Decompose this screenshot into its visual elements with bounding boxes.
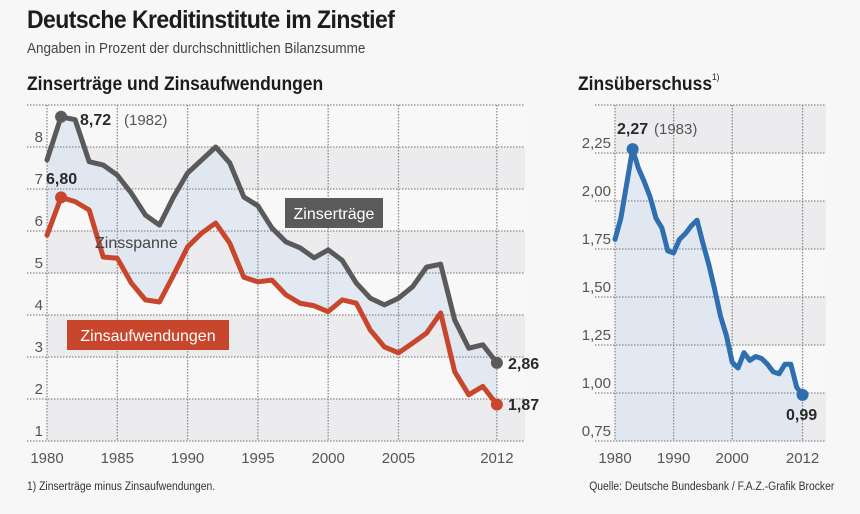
background-band — [47, 147, 525, 189]
x-tick-label: 2000 — [311, 450, 344, 467]
y-tick-label: 2,25 — [582, 135, 611, 152]
y-tick-label: 7 — [35, 171, 43, 188]
y-tick-label: 1,50 — [582, 279, 611, 296]
footnote-marker: 1) — [712, 72, 720, 82]
zinsspanne-label: Zinsspanne — [95, 235, 178, 252]
zinsaufwendungen-label: Zinsaufwendungen — [80, 328, 215, 345]
annotation-max-zinsaufwendungen: 6,80 — [46, 171, 77, 188]
zinsertraege-label-box — [285, 198, 383, 228]
chart-subtitle: Angaben in Prozent der durchschnittliche… — [27, 40, 366, 57]
y-tick-label: 1,75 — [582, 231, 611, 248]
y-tick-label: 2 — [35, 381, 43, 398]
source-credit: Quelle: Deutsche Bundesbank / F.A.Z.-Gra… — [588, 481, 834, 493]
background-band — [47, 399, 525, 441]
annotation-end-zinsueberschuss: 0,99 — [786, 407, 817, 424]
y-tick-label: 0,75 — [582, 423, 611, 440]
zinsspanne-area — [47, 116, 497, 405]
highlight-marker — [490, 356, 503, 369]
y-tick-label: 1,00 — [582, 375, 611, 392]
footnote: 1) Zinserträge minus Zinsaufwendungen. — [27, 481, 216, 493]
highlight-marker — [55, 191, 68, 204]
y-tick-label: 1 — [35, 423, 43, 440]
highlight-marker — [55, 110, 68, 123]
annotation-end-zinsaufwendungen: 1,87 — [508, 397, 539, 414]
x-tick-label: 1980 — [30, 450, 63, 467]
y-tick-label: 8 — [35, 129, 43, 146]
zinsaufwendungen-label-box — [67, 320, 229, 350]
y-tick-label: 4 — [35, 297, 43, 314]
zinsertraege-label: Zinserträge — [294, 206, 375, 223]
left-plot: 1 2 3 4 5 6 7 8 1980 1985 1990 1995 2000 2005 2012 8,72… — [27, 104, 539, 467]
y-tick-label: 1,25 — [582, 327, 611, 344]
area-fill — [615, 149, 803, 441]
highlight-marker — [490, 398, 503, 411]
x-tick-label: 2005 — [382, 450, 415, 467]
x-tick-label: 1990 — [171, 450, 204, 467]
background-band — [47, 105, 525, 147]
highlight-marker — [796, 388, 809, 401]
annotation-max-zinsueberschuss: 2,27 — [617, 121, 648, 138]
x-tick-label: 1990 — [657, 450, 690, 467]
x-tick-label: 2012 — [480, 450, 513, 467]
annotation-end-zinsertraege: 2,86 — [508, 356, 539, 373]
left-chart-title: Zinserträge und Zinsaufwendungen — [27, 74, 324, 95]
y-tick-label: 6 — [35, 213, 43, 230]
annotation-max-year: (1982) — [124, 112, 167, 129]
right-chart-title-wrap: Zinsüberschuss1) — [578, 72, 720, 96]
y-tick-label: 2,00 — [582, 183, 611, 200]
highlight-marker — [626, 143, 639, 156]
annotation-max-year: (1983) — [654, 121, 697, 138]
x-tick-label: 2012 — [786, 450, 819, 467]
right-chart-title: Zinsüberschuss — [578, 74, 713, 95]
background-band — [47, 357, 525, 399]
chart-title: Deutsche Kreditinstitute im Zinstief — [27, 6, 395, 34]
y-tick-label: 3 — [35, 339, 43, 356]
annotation-max-zinsertraege: 8,72 — [80, 112, 111, 129]
y-tick-label: 5 — [35, 255, 43, 272]
right-plot: 0,75 1,00 1,25 1,50 1,75 2,00 2,25 1980 1990 2000… — [582, 104, 826, 467]
x-tick-label: 1980 — [598, 450, 631, 467]
x-tick-label: 1985 — [101, 450, 134, 467]
background-band — [615, 105, 826, 153]
x-tick-label: 1995 — [241, 450, 274, 467]
x-tick-label: 2000 — [716, 450, 749, 467]
